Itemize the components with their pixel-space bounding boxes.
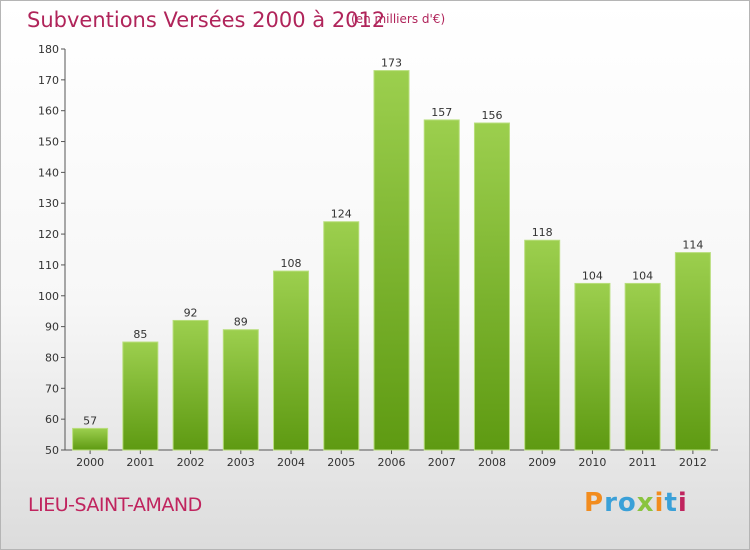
y-tick-label: 130 xyxy=(38,197,59,210)
x-tick-label: 2010 xyxy=(578,456,606,469)
y-tick-label: 60 xyxy=(45,413,59,426)
x-tick-label: 2006 xyxy=(378,456,406,469)
data-label-2000: 57 xyxy=(83,414,97,427)
x-tick-label: 2002 xyxy=(177,456,205,469)
data-label-2012: 114 xyxy=(682,239,703,252)
data-label-2007: 157 xyxy=(431,106,452,119)
y-tick-label: 70 xyxy=(45,382,59,395)
x-axis: 2000 2001 2002 2003 2004 2005 2006 2007 2008 2009… xyxy=(65,449,718,469)
y-tick-label: 140 xyxy=(38,166,59,179)
data-label-2008: 156 xyxy=(481,109,502,122)
data-label-2003: 89 xyxy=(234,316,248,329)
bar-2001 xyxy=(122,341,159,451)
y-tick-label: 170 xyxy=(38,74,59,87)
bar-2008 xyxy=(473,122,510,451)
bar-2003 xyxy=(222,329,259,451)
logo-letter: x xyxy=(636,488,655,518)
y-tick-label: 100 xyxy=(38,290,59,303)
x-tick-label: 2004 xyxy=(277,456,305,469)
y-tick-label: 180 xyxy=(38,43,59,56)
y-tick-label: 110 xyxy=(38,259,59,272)
bar-2002 xyxy=(172,319,209,451)
x-tick-label: 2011 xyxy=(629,456,657,469)
bar-2000 xyxy=(72,427,109,451)
logo-letter: t xyxy=(664,488,678,518)
x-tick-label: 2001 xyxy=(126,456,154,469)
bar-2007 xyxy=(423,119,460,451)
y-axis: 50 60 70 80 90 100 110 120 130 140 150 160 170 180 xyxy=(38,43,66,457)
data-label-2006: 173 xyxy=(381,57,402,70)
chart-subtitle: (en milliers d'€) xyxy=(351,12,446,26)
y-tick-label: 120 xyxy=(38,228,59,241)
bar-2004 xyxy=(273,270,310,451)
x-tick-label: 2000 xyxy=(76,456,104,469)
x-tick-label: 2005 xyxy=(327,456,355,469)
proxiti-logo: Proxiti xyxy=(584,488,688,518)
bars xyxy=(72,70,711,451)
bar-2006 xyxy=(373,70,410,451)
x-tick-label: 2003 xyxy=(227,456,255,469)
x-tick-label: 2009 xyxy=(528,456,556,469)
y-tick-label: 90 xyxy=(45,321,59,334)
logo-letter: o xyxy=(617,488,637,518)
bar-2009 xyxy=(524,239,561,451)
bar-2011 xyxy=(624,282,661,451)
y-tick-label: 150 xyxy=(38,136,59,149)
data-label-2011: 104 xyxy=(632,269,653,282)
x-tick-label: 2007 xyxy=(428,456,456,469)
bar-2012 xyxy=(674,252,711,451)
data-label-2005: 124 xyxy=(331,208,352,221)
data-label-2009: 118 xyxy=(532,226,553,239)
logo-letter: r xyxy=(604,488,618,518)
chart-title: Subventions Versées 2000 à 2012 xyxy=(27,8,386,32)
data-label-2002: 92 xyxy=(184,306,198,319)
data-label-2001: 85 xyxy=(133,328,147,341)
x-tick-label: 2012 xyxy=(679,456,707,469)
bar-2005 xyxy=(323,221,360,451)
x-tick-label: 2008 xyxy=(478,456,506,469)
data-label-2004: 108 xyxy=(281,257,302,270)
bar-2010 xyxy=(574,282,611,451)
commune-name: LIEU-SAINT-AMAND xyxy=(28,494,202,516)
logo-letter: P xyxy=(584,488,605,518)
logo-letter: i xyxy=(654,488,665,518)
data-labels: 57 85 92 89 108 124 173 157 156 118 104 104 114 xyxy=(83,57,703,428)
y-tick-label: 160 xyxy=(38,105,59,118)
y-tick-label: 80 xyxy=(45,351,59,364)
logo-letter: i xyxy=(677,488,688,518)
data-label-2010: 104 xyxy=(582,269,603,282)
y-tick-label: 50 xyxy=(45,444,59,457)
